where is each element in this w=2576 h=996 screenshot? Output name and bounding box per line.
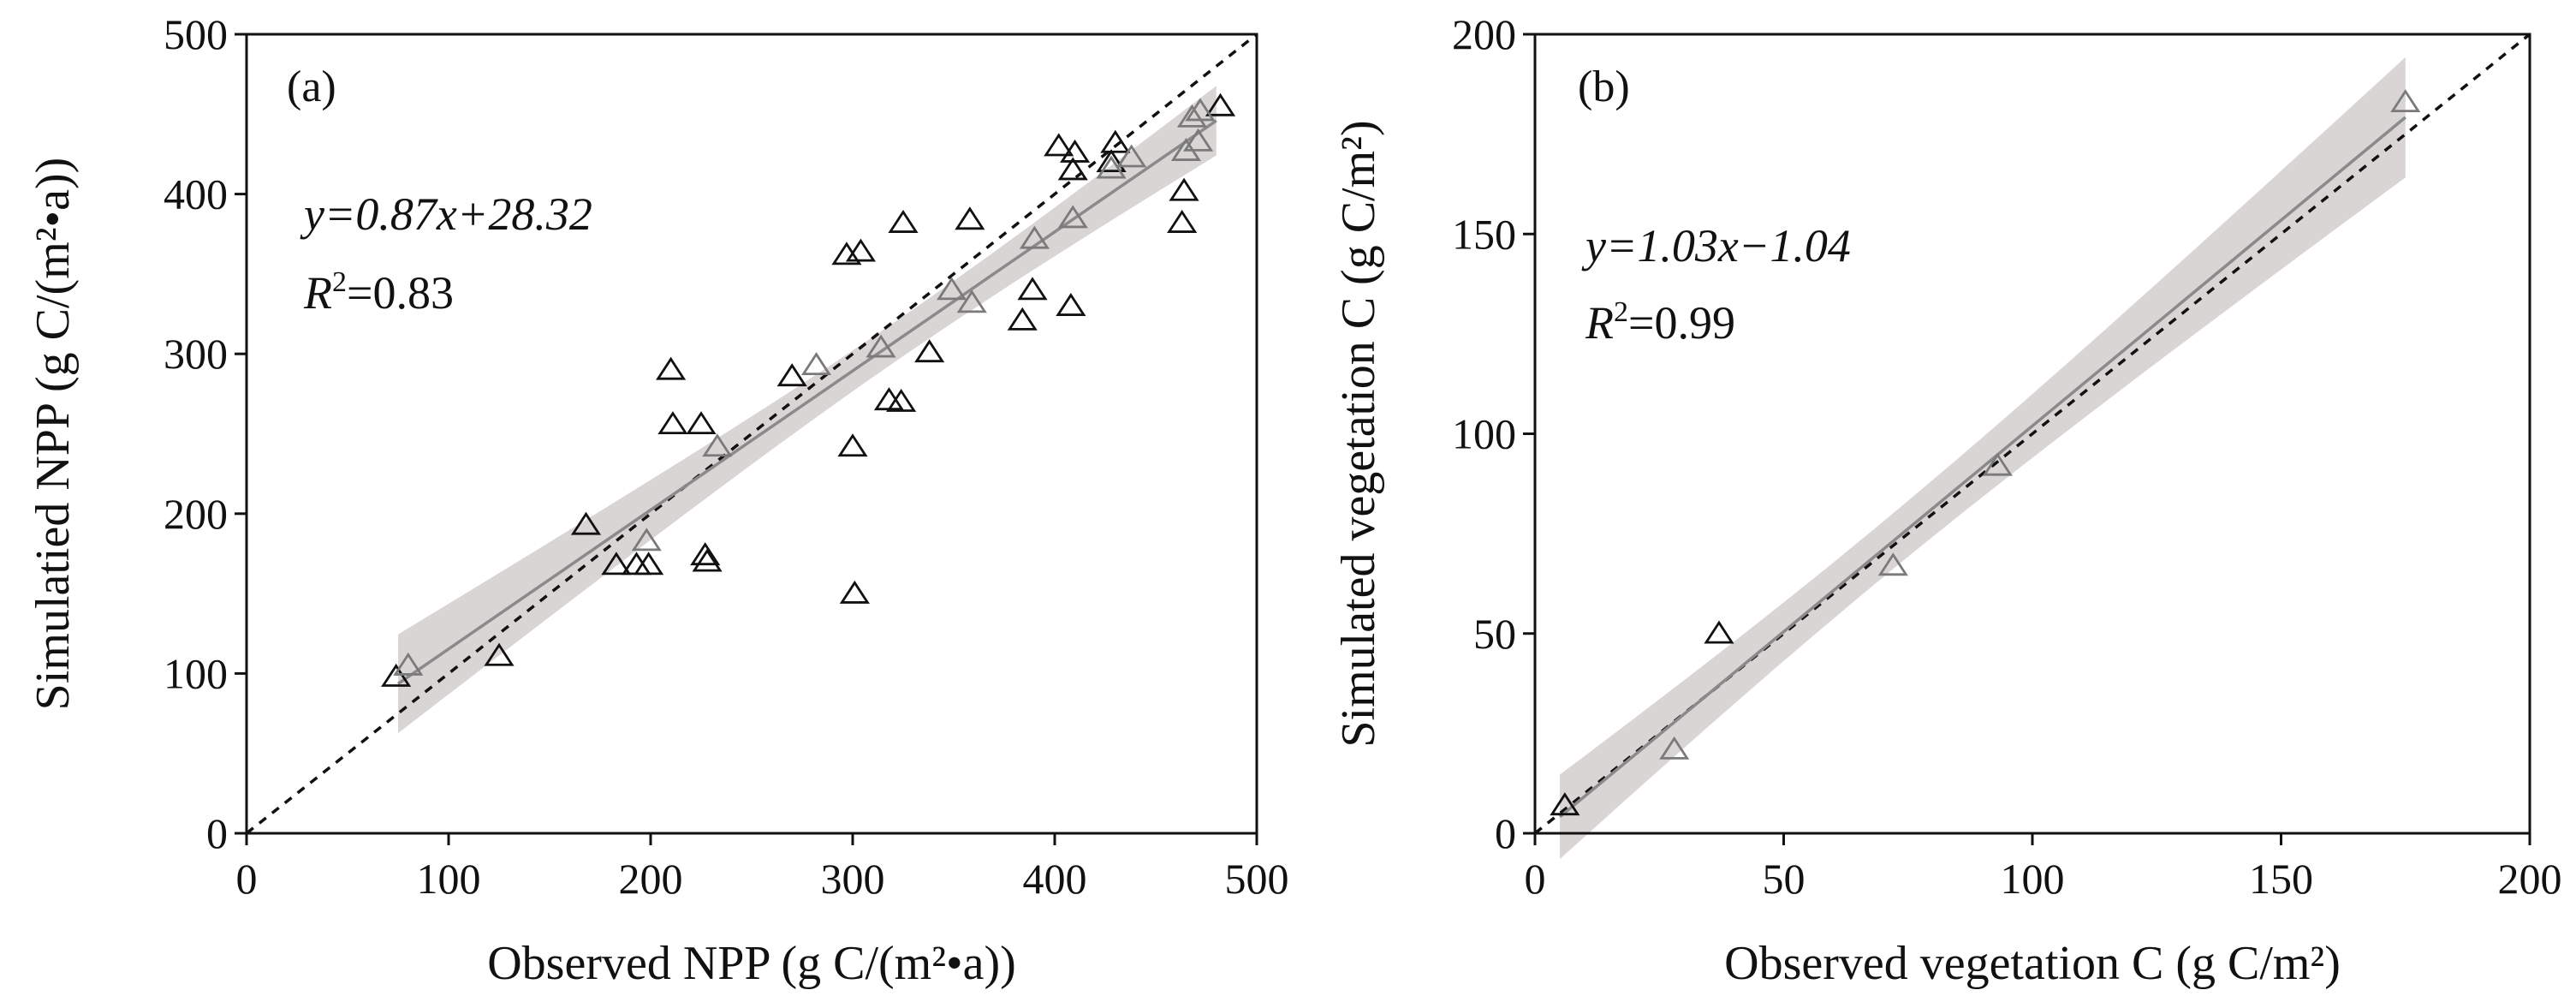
data-point bbox=[1167, 209, 1198, 233]
data-point bbox=[866, 334, 896, 358]
r-squared-exponent: 2 bbox=[1614, 296, 1628, 328]
data-point bbox=[2390, 89, 2421, 113]
x-tick-label: 400 bbox=[1023, 855, 1087, 903]
regression-line bbox=[397, 119, 1217, 685]
data-point bbox=[1057, 157, 1088, 181]
r-squared-symbol: R bbox=[303, 267, 332, 319]
data-point bbox=[656, 356, 687, 380]
data-point bbox=[888, 209, 919, 233]
data-point bbox=[484, 642, 515, 666]
data-point bbox=[1019, 225, 1050, 249]
data-point bbox=[956, 289, 987, 313]
x-tick-label: 0 bbox=[236, 855, 258, 903]
y-tick-label: 50 bbox=[1473, 610, 1516, 658]
data-point bbox=[1982, 452, 2013, 476]
data-point bbox=[1096, 149, 1127, 173]
data-point bbox=[570, 511, 602, 535]
data-point bbox=[776, 363, 807, 387]
data-point bbox=[937, 277, 967, 301]
data-point bbox=[1185, 98, 1216, 122]
confidence-band bbox=[1560, 57, 2406, 860]
data-point bbox=[845, 238, 877, 262]
data-point bbox=[1116, 144, 1147, 168]
r-squared-annotation: R2=0.83 bbox=[303, 266, 454, 319]
x-tick-label: 100 bbox=[2001, 855, 2065, 903]
data-point bbox=[1056, 293, 1086, 316]
r-squared-value: =0.83 bbox=[347, 267, 454, 319]
y-tick-label: 0 bbox=[206, 809, 228, 857]
y-tick-label: 100 bbox=[1452, 410, 1516, 458]
panel-label: (b) bbox=[1578, 63, 1630, 111]
panel-label: (a) bbox=[287, 63, 336, 111]
data-point bbox=[1096, 155, 1127, 179]
r-squared-symbol: R bbox=[1585, 297, 1614, 349]
x-tick-label: 50 bbox=[1763, 855, 1806, 903]
regression-equation: y=0.87x+28.32 bbox=[300, 188, 592, 240]
data-point bbox=[1550, 792, 1580, 816]
regression-line bbox=[1558, 116, 2406, 819]
data-point bbox=[1017, 277, 1048, 301]
data-point bbox=[634, 552, 664, 576]
y-tick-label: 400 bbox=[164, 170, 228, 218]
x-axis-title: Observed NPP (g C/(m²•a)) bbox=[487, 937, 1016, 990]
confidence-band bbox=[398, 86, 1217, 734]
y-tick-label: 0 bbox=[1495, 809, 1516, 857]
data-point bbox=[955, 206, 985, 230]
chart-panel-a: 0 100 200 300 400 500 0 100 200 300 400 500 Observed… bbox=[27, 10, 1289, 990]
data-point bbox=[381, 663, 412, 687]
data-point bbox=[886, 388, 917, 412]
data-point bbox=[839, 580, 870, 604]
r-squared-value: =0.99 bbox=[1628, 297, 1735, 349]
x-tick-label: 300 bbox=[821, 855, 885, 903]
y-tick-label: 100 bbox=[164, 649, 228, 697]
data-point bbox=[1060, 139, 1091, 163]
data-point bbox=[1007, 307, 1038, 331]
data-point bbox=[1057, 205, 1088, 229]
regression-equation: y=1.03x−1.04 bbox=[1581, 220, 1851, 271]
data-point bbox=[1205, 92, 1236, 116]
chart-panel-b: 0 50 100 150 200 0 50 100 150 200 Observed vegetat… bbox=[1332, 10, 2562, 990]
data-point bbox=[657, 411, 688, 435]
x-tick-label: 150 bbox=[2249, 855, 2313, 903]
data-point bbox=[1704, 620, 1734, 644]
x-tick-label: 100 bbox=[417, 855, 481, 903]
y-axis-title: Simulated vegetation C (g C/m²) bbox=[1332, 120, 1385, 747]
data-point bbox=[393, 652, 424, 676]
y-tick-label: 200 bbox=[1452, 10, 1516, 58]
data-point bbox=[601, 552, 632, 576]
y-tick-label: 500 bbox=[164, 10, 228, 58]
data-point bbox=[1169, 177, 1199, 201]
data-point bbox=[1100, 129, 1131, 153]
y-axis-title: Simulatied NPP (g C/(m²•a)) bbox=[27, 158, 80, 711]
data-point bbox=[1877, 552, 1908, 576]
x-tick-label: 0 bbox=[1525, 855, 1546, 903]
plot-frame bbox=[245, 33, 1258, 835]
x-tick-label: 200 bbox=[619, 855, 683, 903]
data-point bbox=[686, 411, 717, 435]
data-point bbox=[1182, 128, 1214, 152]
data-point bbox=[702, 433, 733, 457]
data-point bbox=[914, 339, 945, 363]
x-tick-label: 200 bbox=[2498, 855, 2562, 903]
one-to-one-line bbox=[245, 33, 1258, 835]
data-point bbox=[800, 352, 832, 376]
data-point bbox=[631, 528, 662, 552]
x-tick-label: 500 bbox=[1225, 855, 1289, 903]
data-point bbox=[1659, 736, 1690, 760]
data-point bbox=[873, 387, 905, 411]
y-tick-label: 200 bbox=[164, 490, 228, 538]
data-point bbox=[837, 433, 868, 457]
x-axis-title: Observed vegetation C (g C/m²) bbox=[1724, 937, 2341, 990]
r-squared-exponent: 2 bbox=[332, 266, 347, 298]
data-point bbox=[690, 542, 721, 566]
y-tick-label: 150 bbox=[1452, 210, 1516, 258]
data-point bbox=[1176, 104, 1208, 128]
data-point bbox=[692, 548, 723, 572]
r-squared-annotation: R2=0.99 bbox=[1585, 296, 1735, 349]
data-point bbox=[1044, 133, 1074, 157]
y-tick-label: 300 bbox=[164, 330, 228, 378]
